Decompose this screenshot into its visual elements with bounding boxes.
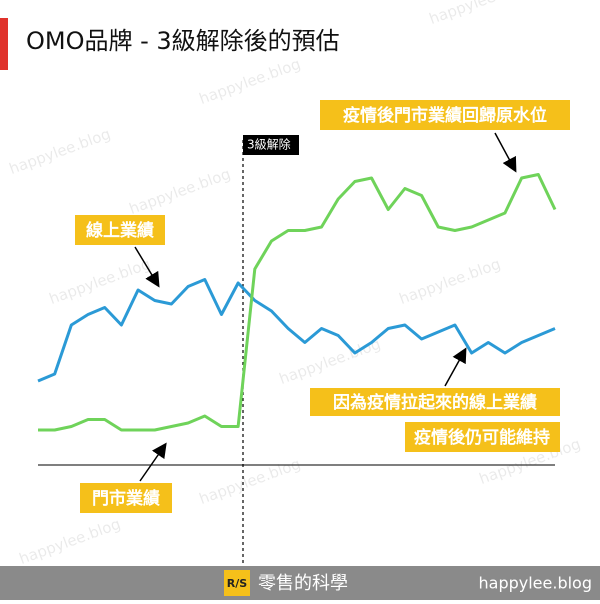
footer-brand: 零售的科學	[258, 573, 348, 594]
annotation: 因為疫情拉起來的線上業績	[333, 392, 537, 413]
arrow	[139, 442, 167, 482]
watermark: happylee.blog	[17, 515, 123, 568]
plot	[37, 173, 557, 432]
arrow	[494, 132, 517, 173]
series-line	[38, 173, 557, 432]
event-label: 3級解除	[247, 137, 291, 152]
annotation: 線上業績	[86, 220, 154, 241]
chart-title: OMO品牌 - 3級解除後的預估	[26, 27, 340, 55]
watermark: happylee.blog	[277, 335, 383, 388]
event-box	[243, 135, 299, 155]
watermark: happylee.blog	[47, 255, 153, 308]
annotation-box	[405, 422, 560, 452]
watermark: happylee.blog	[397, 255, 503, 308]
footer-logo-box	[224, 570, 250, 596]
footer-site: happylee.blog	[479, 574, 593, 593]
annotation-box	[75, 215, 165, 245]
watermark: happylee.blog	[7, 125, 113, 178]
watermark: happylee.blog	[197, 55, 303, 108]
annotation-box	[310, 388, 560, 416]
annotation: 疫情後仍可能維持	[414, 427, 550, 448]
series-line	[37, 278, 556, 383]
title-accent	[0, 18, 8, 70]
watermarks: happylee.blog happylee.blog happylee.blo…	[7, 0, 583, 568]
annotation-box	[320, 100, 570, 130]
watermark: happylee.blog	[127, 165, 233, 218]
arrow	[444, 347, 467, 387]
footer-logo: R/S	[227, 577, 247, 590]
annotations: 線上業績 疫情後門市業績回歸原水位 因為疫情拉起來的線上業績 疫情後仍可能維持 …	[75, 100, 570, 513]
arrow	[134, 246, 160, 288]
watermark: happylee.blog	[197, 455, 303, 508]
annotation-box	[80, 483, 172, 513]
footer-bar	[0, 566, 600, 600]
annotation: 疫情後門市業績回歸原水位	[343, 105, 547, 126]
annotation: 門市業績	[92, 488, 160, 509]
watermark: happylee.blog	[427, 0, 533, 28]
